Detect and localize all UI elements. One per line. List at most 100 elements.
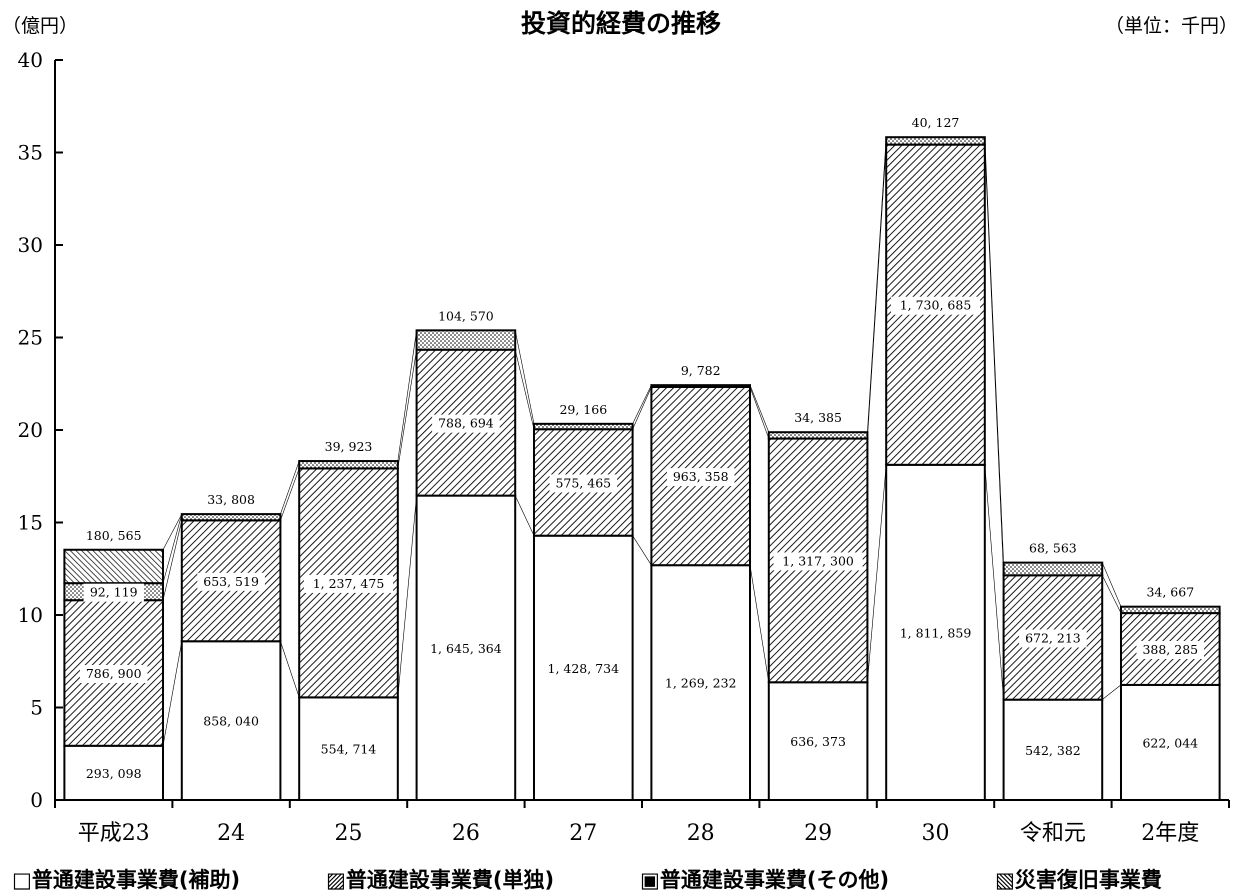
value-label-2-0: 554, 714 bbox=[321, 742, 377, 757]
value-label-bg-3-1 bbox=[432, 414, 500, 433]
connector-6-3 bbox=[867, 137, 887, 433]
legend-label-0: 普通建設事業費(補助) bbox=[32, 868, 240, 892]
connector-0-2 bbox=[162, 520, 183, 601]
chart-title: 投資的経費の推移 bbox=[521, 9, 721, 38]
legend: □普通建設事業費(補助) ▨普通建設事業費(単独) ▣普通建設事業費(その他) … bbox=[12, 868, 1162, 892]
value-label-bg-0-1 bbox=[79, 664, 148, 683]
value-label-6-0: 636, 373 bbox=[790, 734, 846, 749]
x-tick-label-3: 26 bbox=[452, 821, 480, 846]
x-tick-label-7: 30 bbox=[922, 821, 950, 846]
connector-4-1 bbox=[632, 535, 652, 566]
value-label-bg-2-1 bbox=[303, 574, 394, 593]
bar-segment-4-4 bbox=[532, 422, 634, 431]
value-label-1-1: 653, 519 bbox=[203, 574, 259, 589]
legend-label-2: 普通建設事業費(その他) bbox=[660, 868, 889, 892]
value-label-8-1: 672, 213 bbox=[1025, 630, 1081, 645]
value-label-0-1: 786, 900 bbox=[86, 666, 142, 681]
y-tick-label-7: 35 bbox=[18, 141, 43, 165]
value-label-bg-0-2 bbox=[83, 583, 144, 602]
connector-8-1 bbox=[1102, 684, 1122, 700]
legend-item-3: ▧災害復旧事業費 bbox=[995, 868, 1162, 892]
legend-symbol-0: □ bbox=[12, 868, 32, 892]
connector-1-1 bbox=[280, 641, 300, 698]
value-label-2-4: 39, 923 bbox=[325, 439, 373, 454]
bar-segment-9-4 bbox=[1119, 605, 1221, 615]
connector-6-2 bbox=[867, 144, 887, 439]
value-label-bg-6-1 bbox=[773, 552, 863, 571]
value-label-7-4: 40, 127 bbox=[912, 115, 960, 130]
value-label-bg-1-1 bbox=[197, 572, 265, 591]
connector-3-1 bbox=[514, 495, 535, 536]
value-label-bg-3-0 bbox=[421, 639, 511, 658]
value-label-6-4: 34, 385 bbox=[794, 410, 842, 425]
legend-item-1: ▨普通建設事業費(単独) bbox=[326, 868, 554, 892]
legend-item-0: □普通建設事業費(補助) bbox=[12, 868, 240, 892]
connector-6-1 bbox=[867, 464, 887, 683]
x-tick-label-4: 27 bbox=[569, 821, 597, 846]
bar-segment-3-4 bbox=[415, 329, 517, 351]
connector-7-2 bbox=[984, 144, 1004, 576]
legend-symbol-1: ▨ bbox=[326, 868, 346, 892]
bar-segment-1-4 bbox=[180, 513, 282, 522]
y-tick-label-2: 10 bbox=[18, 603, 43, 627]
connector-2-2 bbox=[397, 349, 417, 469]
connector-8-3 bbox=[1101, 562, 1122, 607]
value-label-7-0: 1, 811, 859 bbox=[900, 625, 972, 640]
value-label-bg-7-0 bbox=[890, 624, 981, 643]
value-label-9-1: 388, 285 bbox=[1142, 642, 1198, 657]
value-label-bg-7-1 bbox=[890, 296, 981, 315]
connector-4-3 bbox=[632, 385, 652, 424]
connector-2-3 bbox=[397, 330, 417, 462]
value-label-5-1: 963, 358 bbox=[673, 469, 729, 484]
connector-0-3 bbox=[162, 514, 183, 584]
connector-3-3 bbox=[514, 330, 535, 424]
value-label-bg-4-1 bbox=[549, 474, 618, 493]
value-label-0-2: 92, 119 bbox=[90, 585, 138, 600]
value-label-8-0: 542, 382 bbox=[1025, 743, 1081, 758]
connector-top-0 bbox=[162, 513, 183, 550]
plot-area: 0 5 10 15 20 25 30 35 40 平成23 24 25 26 27 28 29 30 令和元 2年度… bbox=[18, 48, 1230, 846]
value-label-4-4: 29, 166 bbox=[559, 402, 607, 417]
connector-2-1 bbox=[397, 495, 417, 698]
value-label-1-4: 33, 808 bbox=[207, 492, 255, 507]
x-tick-label-8: 令和元 bbox=[1020, 821, 1086, 846]
connector-1-3 bbox=[280, 460, 300, 515]
bar-segment-7-4 bbox=[885, 136, 986, 146]
value-label-7-1: 1, 730, 685 bbox=[900, 298, 972, 313]
value-label-bg-5-0 bbox=[656, 674, 746, 693]
value-label-bg-1-0 bbox=[197, 712, 265, 731]
value-label-0-0: 293, 098 bbox=[86, 766, 142, 781]
bar-segment-8-4 bbox=[1002, 561, 1104, 577]
connector-1-2 bbox=[280, 468, 300, 521]
unit-label: （単位：千円） bbox=[1105, 15, 1238, 37]
value-label-1-0: 858, 040 bbox=[203, 714, 259, 729]
value-label-4-1: 575, 465 bbox=[555, 475, 611, 490]
value-label-9-0: 622, 044 bbox=[1142, 735, 1198, 750]
x-tick-label-1: 24 bbox=[217, 821, 245, 846]
bar-segment-0-3 bbox=[63, 548, 165, 585]
value-label-2-1: 1, 237, 475 bbox=[313, 576, 385, 591]
value-label-bg-8-1 bbox=[1019, 629, 1087, 648]
connector-5-3 bbox=[749, 385, 770, 433]
value-label-bg-2-0 bbox=[314, 740, 383, 759]
connector-5-2 bbox=[749, 386, 770, 439]
x-tick-label-5: 28 bbox=[687, 821, 715, 846]
value-label-bg-9-0 bbox=[1136, 734, 1205, 753]
value-label-bg-5-1 bbox=[666, 468, 735, 487]
connector-5-1 bbox=[749, 565, 770, 683]
value-label-bg-0-0 bbox=[79, 764, 148, 783]
value-label-6-1: 1, 317, 300 bbox=[782, 553, 854, 568]
value-label-5-4: 9, 782 bbox=[681, 363, 721, 378]
bar-segment-2-4 bbox=[298, 460, 399, 470]
value-label-3-0: 1, 645, 364 bbox=[430, 641, 502, 656]
connector-7-3 bbox=[984, 137, 1004, 563]
connector-4-2 bbox=[632, 386, 652, 430]
y-tick-label-1: 5 bbox=[30, 696, 43, 720]
value-label-4-0: 1, 428, 734 bbox=[548, 661, 620, 676]
legend-label-1: 普通建設事業費(単独) bbox=[346, 868, 554, 892]
y-tick-label-8: 40 bbox=[18, 48, 43, 72]
legend-label-3: 災害復旧事業費 bbox=[1015, 868, 1162, 892]
value-label-5-0: 1, 269, 232 bbox=[665, 676, 737, 691]
y-tick-label-0: 0 bbox=[30, 788, 43, 812]
